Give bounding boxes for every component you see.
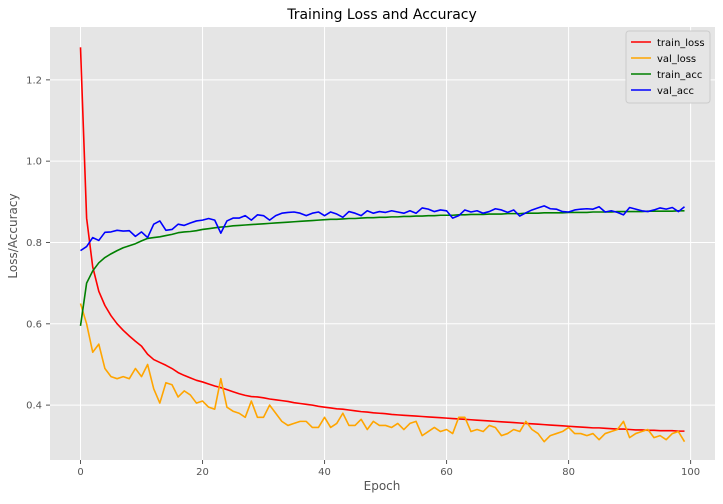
- plot-area: [50, 27, 715, 460]
- legend-label: train_acc: [657, 70, 702, 81]
- y-tick-label: 0.6: [26, 319, 42, 330]
- legend-label: val_loss: [657, 54, 696, 65]
- y-tick-label: 0.4: [26, 401, 42, 412]
- series-line-val-loss: [79, 303, 686, 443]
- legend-label: train_loss: [657, 38, 705, 49]
- series-line-val-acc: [80, 205, 685, 252]
- series-line-train-loss: [79, 47, 685, 432]
- y-tick-label: 1.0: [26, 157, 42, 168]
- chart-title: Training Loss and Accuracy: [286, 7, 477, 23]
- x-tick-label: 60: [440, 467, 453, 478]
- y-tick-label: 0.8: [26, 238, 42, 249]
- x-axis-label: Epoch: [364, 479, 401, 493]
- x-tick-label: 100: [681, 467, 700, 478]
- x-tick-label: 40: [318, 467, 331, 478]
- y-axis-label: Loss/Accuracy: [6, 193, 20, 278]
- y-tick-label: 1.2: [26, 75, 42, 86]
- x-tick-label: 0: [77, 467, 83, 478]
- legend: [625, 30, 711, 104]
- x-tick-label: 80: [562, 467, 575, 478]
- x-tick-label: 20: [196, 467, 209, 478]
- legend-label: val_acc: [657, 86, 694, 97]
- series-line-train-acc: [79, 209, 685, 326]
